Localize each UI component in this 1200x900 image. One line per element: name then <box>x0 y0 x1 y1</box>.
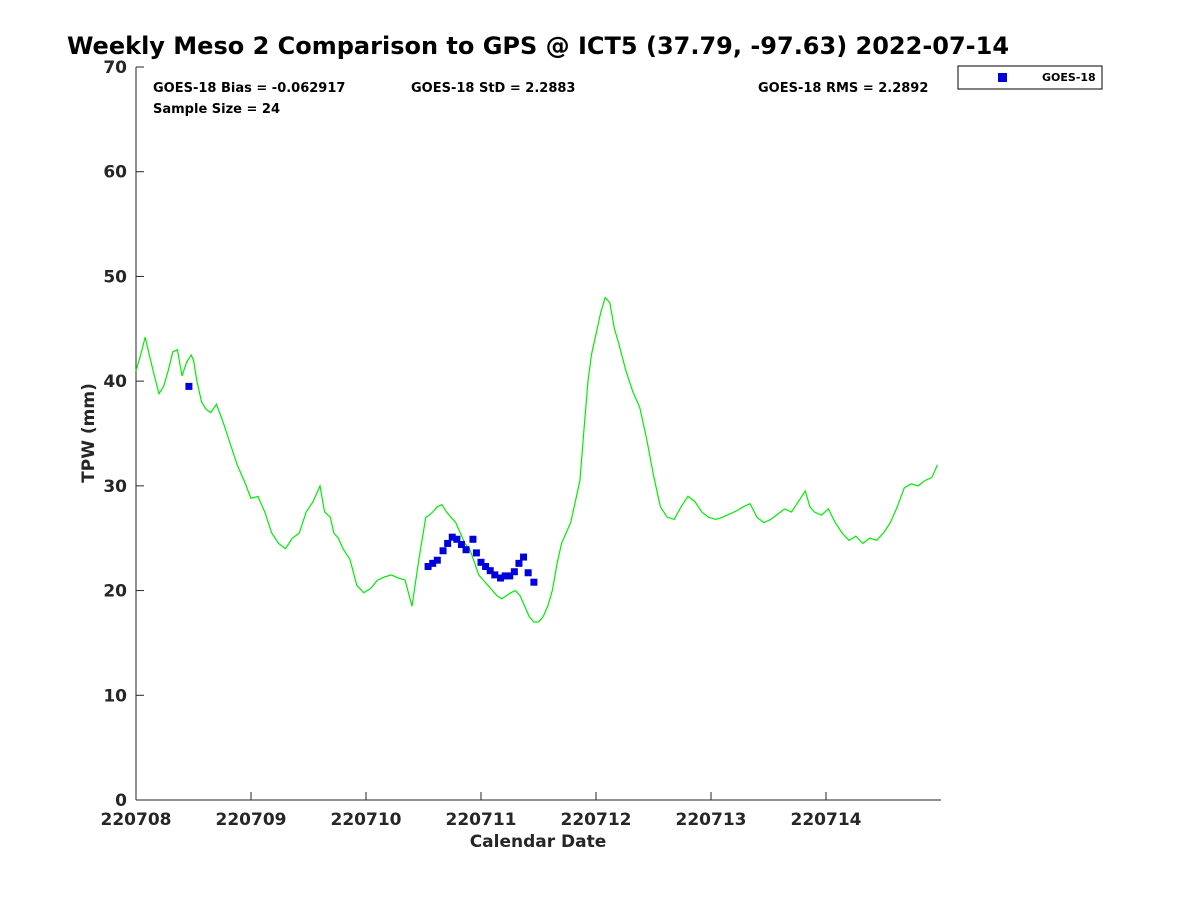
x-axis-label: Calendar Date <box>470 832 607 852</box>
goes18-point <box>477 558 485 566</box>
stat-std: GOES-18 StD = 2.2883 <box>411 81 575 96</box>
goes18-point <box>439 547 447 555</box>
plot-area: 0 10 20 30 40 50 60 70 220708 220709 220710 220711… <box>101 58 941 830</box>
y-tick-label: 20 <box>103 582 127 602</box>
goes18-point <box>506 572 514 580</box>
goes18-point <box>429 559 437 567</box>
x-tick-label: 220711 <box>446 810 517 830</box>
goes18-point <box>510 568 518 576</box>
goes18-point <box>448 533 456 541</box>
goes18-point <box>433 556 441 564</box>
stat-rms: GOES-18 RMS = 2.2892 <box>758 81 928 96</box>
x-tick-label: 220709 <box>216 810 287 830</box>
x-tick-label: 220713 <box>676 810 747 830</box>
goes18-point <box>469 535 477 543</box>
goes18-point <box>530 578 538 586</box>
y-tick-label: 50 <box>103 267 127 287</box>
series-layer <box>135 296 939 623</box>
y-axis-label: TPW (mm) <box>79 383 99 483</box>
x-tick-label: 220710 <box>331 810 402 830</box>
legend-label-goes18: GOES-18 <box>1042 71 1096 84</box>
goes18-point <box>486 567 494 575</box>
goes18-point <box>462 546 470 554</box>
y-tick-label: 60 <box>103 163 127 183</box>
goes18-point <box>501 572 509 580</box>
goes18-point <box>497 574 505 582</box>
legend-marker-goes18 <box>998 73 1007 82</box>
stat-sample-size: Sample Size = 24 <box>153 102 280 117</box>
y-tick-label: 40 <box>103 372 127 392</box>
gps-tpw-line <box>135 296 939 623</box>
x-tick-label: 220708 <box>101 810 172 830</box>
goes18-point <box>524 569 532 577</box>
x-tick-label: 220712 <box>561 810 632 830</box>
stat-bias: GOES-18 Bias = -0.062917 <box>153 81 345 96</box>
goes18-point <box>515 559 523 567</box>
x-axis-ticks: 220708 220709 220710 220711 220712 220713 2207… <box>101 792 862 830</box>
goes18-point <box>491 571 499 579</box>
y-axis-ticks: 0 10 20 30 40 50 60 70 <box>103 58 144 811</box>
legend-box <box>957 65 1103 90</box>
goes18-point <box>457 540 465 548</box>
y-tick-label: 70 <box>103 58 127 78</box>
goes18-point <box>185 382 193 390</box>
y-tick-label: 0 <box>115 791 127 811</box>
x-tick-label: 220714 <box>791 810 862 830</box>
y-tick-label: 30 <box>103 477 127 497</box>
goes18-point <box>520 553 528 561</box>
y-tick-label: 10 <box>103 686 127 706</box>
goes18-point <box>424 562 432 570</box>
goes18-point <box>444 539 452 547</box>
goes18-point <box>472 549 480 557</box>
goes18-point <box>482 562 490 570</box>
legend: GOES-18 <box>957 65 1103 90</box>
goes18-point <box>453 535 461 543</box>
chart-title: Weekly Meso 2 Comparison to GPS @ ICT5 (… <box>67 32 1009 60</box>
